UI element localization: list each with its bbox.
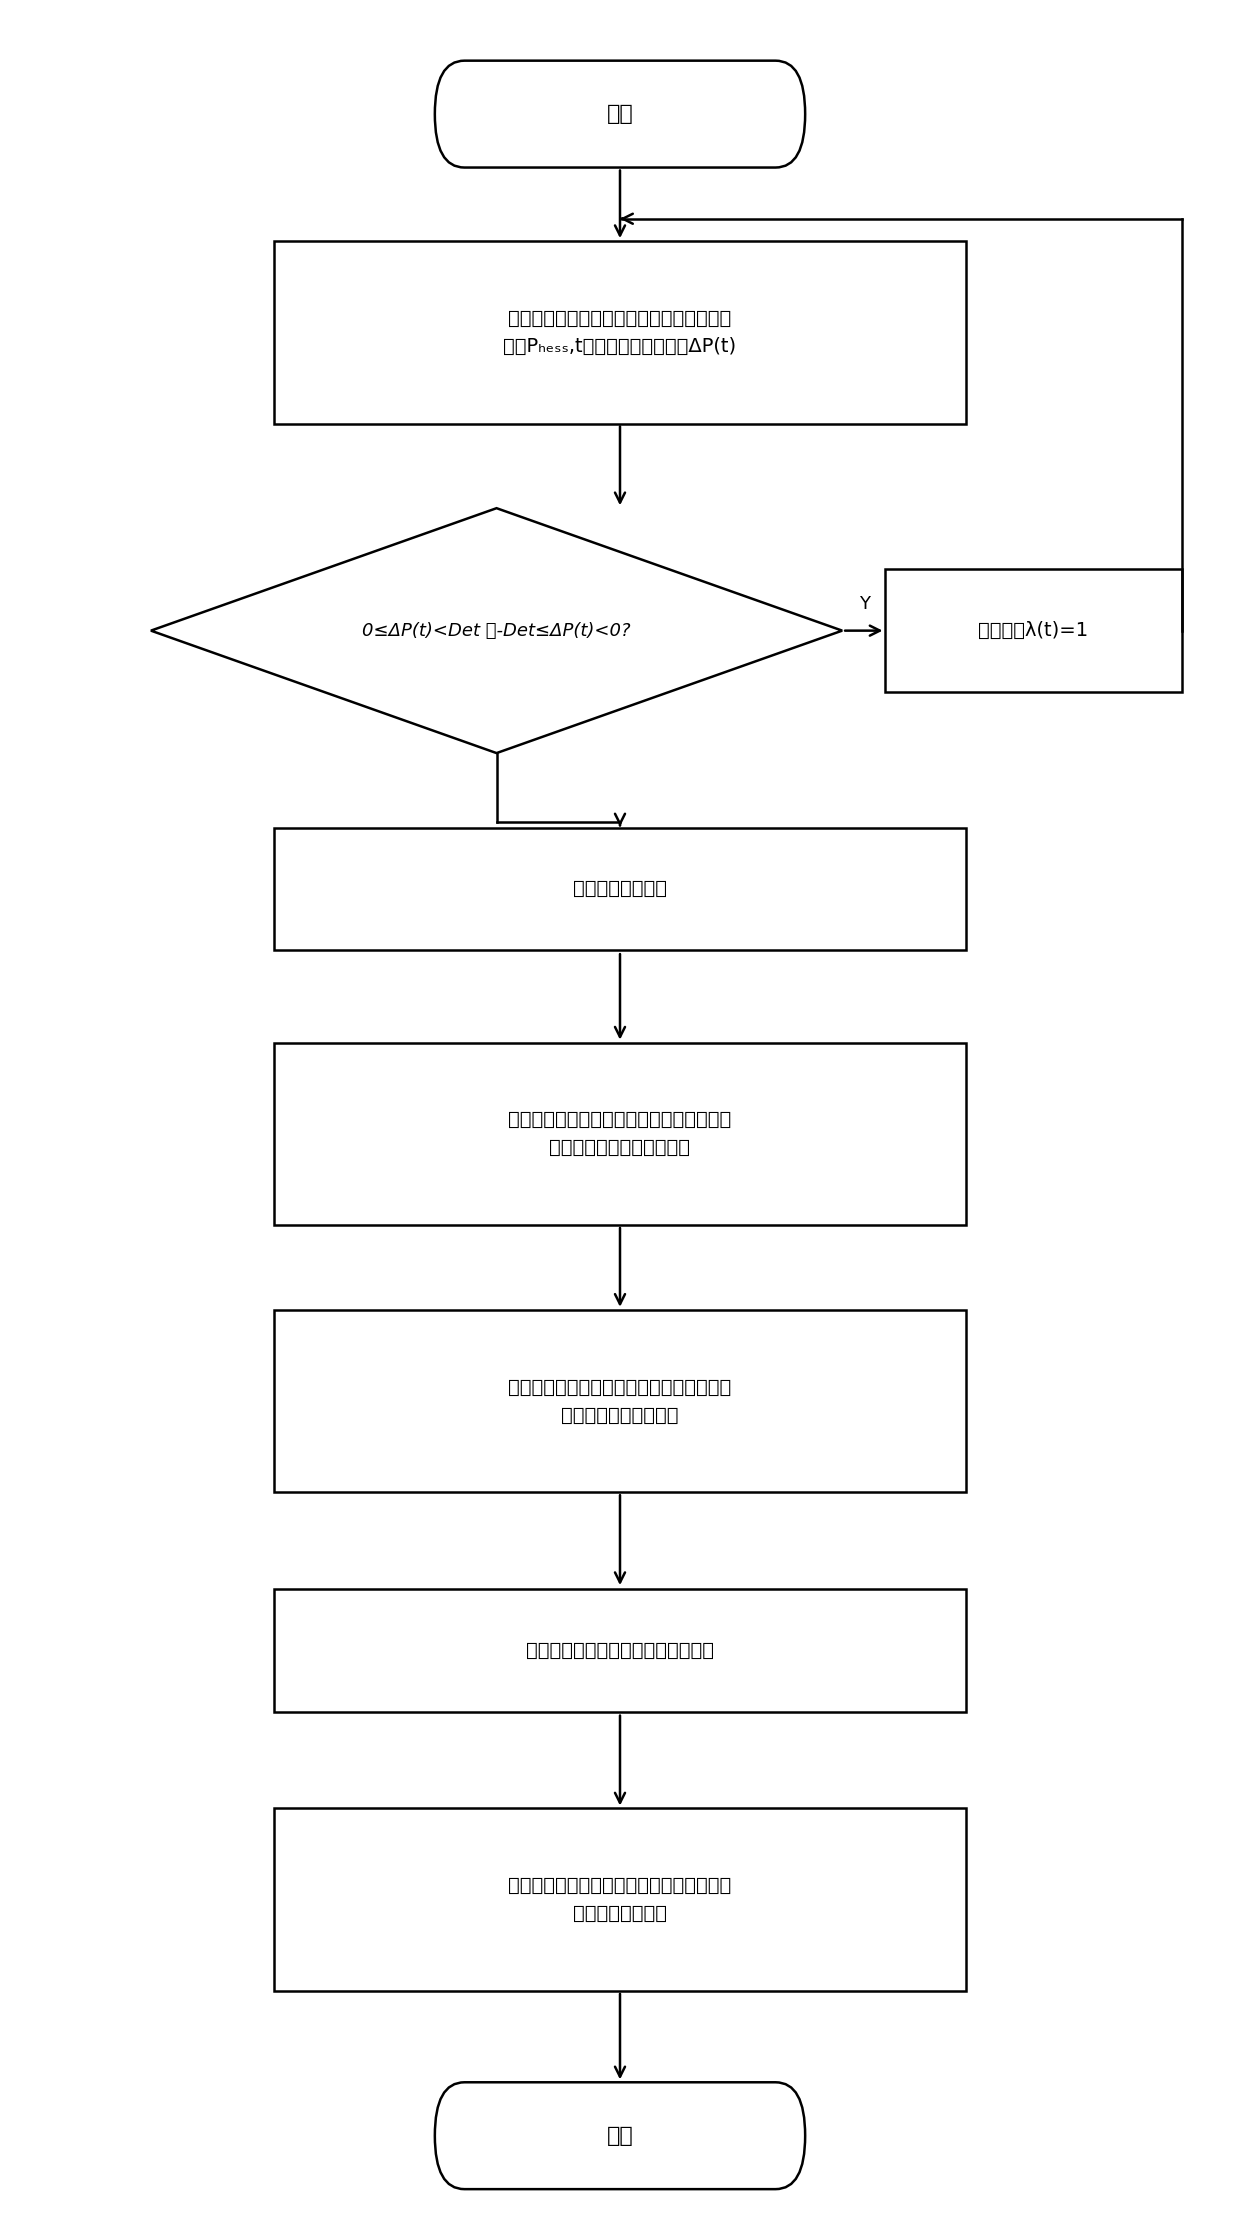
Text: 结束: 结束 (606, 2125, 634, 2145)
FancyBboxPatch shape (274, 1310, 966, 1493)
Polygon shape (151, 509, 842, 752)
FancyBboxPatch shape (274, 241, 966, 424)
Text: 峰谷因子λ(t)=1: 峰谷因子λ(t)=1 (978, 620, 1089, 641)
FancyBboxPatch shape (435, 60, 805, 167)
Text: 开始: 开始 (606, 105, 634, 125)
Text: 对峰谷因子进行优化，从而优化混合储能系
统的充放电功率期望値: 对峰谷因子进行优化，从而优化混合储能系 统的充放电功率期望値 (508, 1377, 732, 1424)
FancyBboxPatch shape (274, 1042, 966, 1225)
FancyBboxPatch shape (274, 1808, 966, 1991)
Text: 0≤ΔP(t)<Det 或-Det≤ΔP(t)<0?: 0≤ΔP(t)<Det 或-Det≤ΔP(t)<0? (362, 623, 631, 641)
Text: 对混合储能系统的出力进行能量分配: 对混合储能系统的出力进行能量分配 (526, 1641, 714, 1661)
FancyBboxPatch shape (885, 569, 1182, 692)
FancyBboxPatch shape (274, 1589, 966, 1712)
FancyBboxPatch shape (435, 2082, 805, 2190)
FancyBboxPatch shape (274, 828, 966, 951)
Text: 实时采集混合储能系统用于削峰填谷的实测
功率Pₕₑₛₛ,t，计算功率的偏差値ΔP(t): 实时采集混合储能系统用于削峰填谷的实测 功率Pₕₑₛₛ,t，计算功率的偏差値ΔP… (503, 308, 737, 355)
Text: 采用全局寻优算法，对混合储能系统的能量
分配进行优化控制: 采用全局寻优算法，对混合储能系统的能量 分配进行优化控制 (508, 1877, 732, 1924)
Text: 得到峰谷因子的値: 得到峰谷因子的値 (573, 879, 667, 899)
Text: Y: Y (859, 594, 870, 614)
Text: 采用二次指数平滑法计算模型，预测混合储
能系统的充放电功率期望値: 采用二次指数平滑法计算模型，预测混合储 能系统的充放电功率期望値 (508, 1109, 732, 1158)
